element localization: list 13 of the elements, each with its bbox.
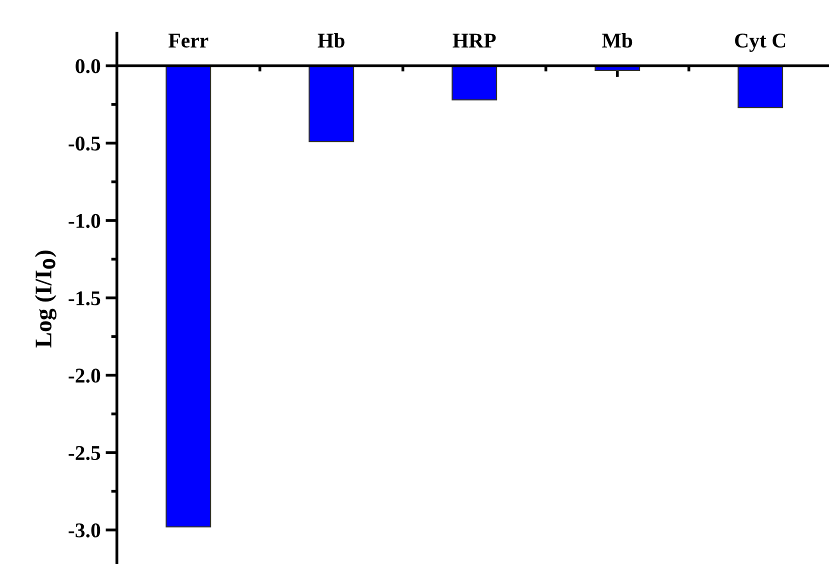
x-tick-label: Mb bbox=[602, 32, 632, 48]
x-tick-label: Ferr bbox=[168, 34, 208, 48]
x-tick-label: Cyt C bbox=[735, 34, 786, 52]
y-axis-title: Log (I/I$_{0}$) bbox=[34, 250, 56, 348]
y-tick-label: -2.0 bbox=[68, 368, 100, 383]
y-tick-label: 0.0 bbox=[76, 59, 100, 74]
y-tick-label: -3.0 bbox=[68, 523, 100, 538]
y-tick-label: -1.5 bbox=[68, 291, 100, 306]
y-tick-label: -0.5 bbox=[68, 136, 100, 151]
x-tick-label: HRP bbox=[452, 34, 496, 48]
y-tick-label: -2.5 bbox=[68, 446, 100, 460]
y-tick-label: -1.0 bbox=[68, 214, 100, 228]
x-tick-label: Hb bbox=[318, 32, 344, 48]
